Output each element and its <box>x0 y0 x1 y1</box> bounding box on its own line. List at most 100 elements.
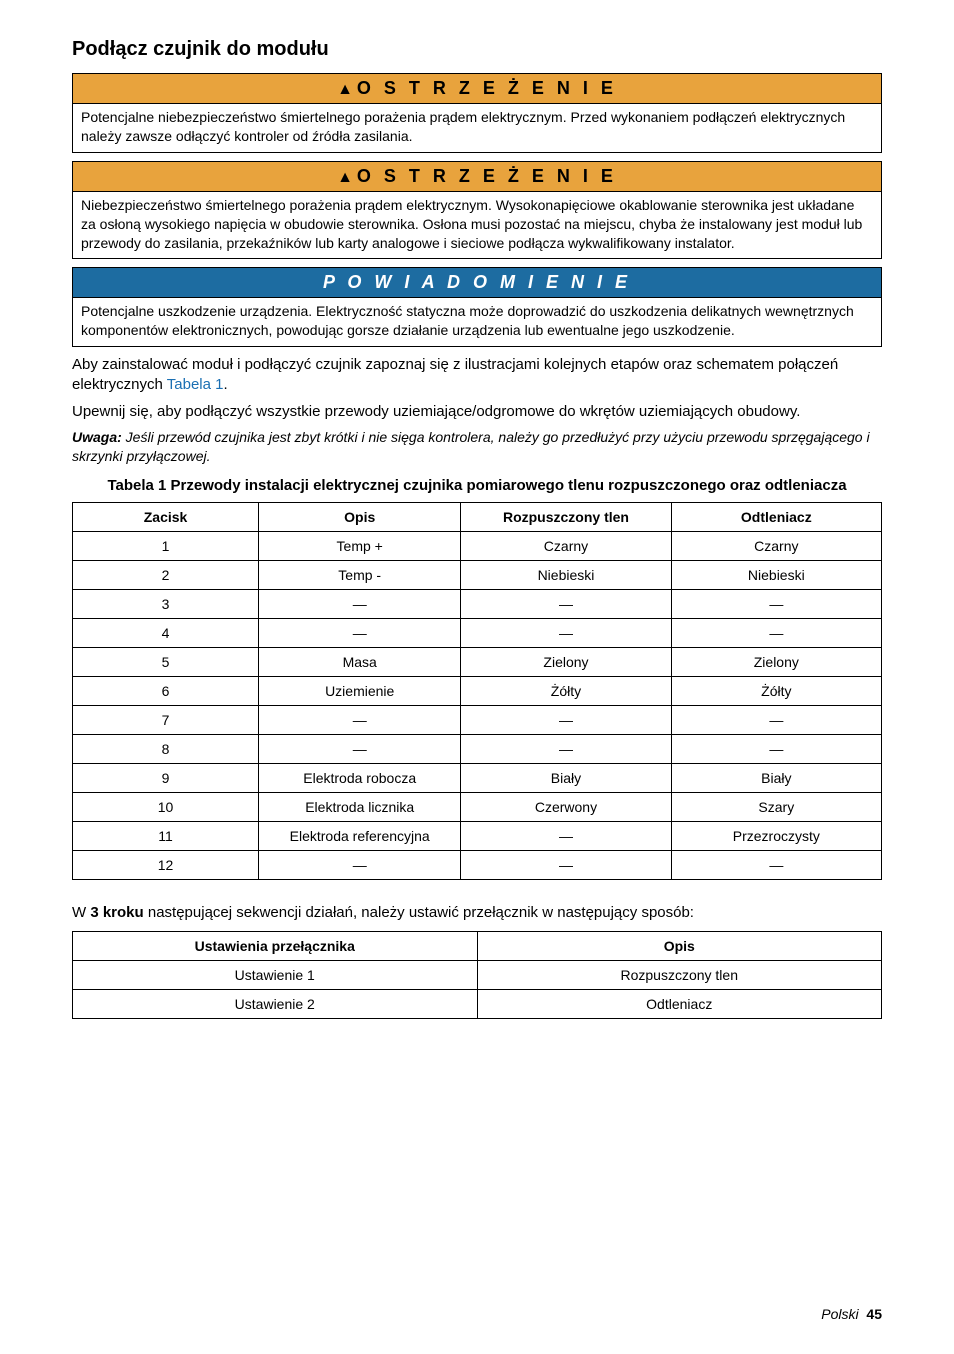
footer-language: Polski <box>821 1306 858 1322</box>
table-header-cell: Zacisk <box>73 503 259 532</box>
table-cell: — <box>461 619 671 648</box>
table-cell: 2 <box>73 561 259 590</box>
table-header-cell: Opis <box>259 503 461 532</box>
table1-caption: Tabela 1 Przewody instalacji elektryczne… <box>72 476 882 496</box>
table-cell: 10 <box>73 793 259 822</box>
table-cell: — <box>461 851 671 880</box>
table-cell: Przezroczysty <box>671 822 881 851</box>
table-cell: Elektroda licznika <box>259 793 461 822</box>
footer-page-number: 45 <box>866 1306 882 1322</box>
warning-body-2: Niebezpieczeństwo śmiertelnego porażenia… <box>73 191 881 259</box>
table-cell: — <box>259 590 461 619</box>
table-cell: 11 <box>73 822 259 851</box>
table-cell: 1 <box>73 532 259 561</box>
table-cell: Temp + <box>259 532 461 561</box>
table-cell: Uziemienie <box>259 677 461 706</box>
table-1: ZaciskOpisRozpuszczony tlenOdtleniacz1Te… <box>72 502 882 880</box>
warning-header-1: ▲O S T R Z E Ż E N I E <box>73 74 881 103</box>
table-header-cell: Rozpuszczony tlen <box>461 503 671 532</box>
table-row: 9Elektroda roboczaBiałyBiały <box>73 764 882 793</box>
table-cell: 5 <box>73 648 259 677</box>
table-cell: — <box>259 619 461 648</box>
warning-icon: ▲ <box>337 169 353 186</box>
table-cell: — <box>259 735 461 764</box>
table-cell: — <box>671 619 881 648</box>
page-footer: Polski 45 <box>821 1306 882 1322</box>
table-row: 4——— <box>73 619 882 648</box>
table-cell: 12 <box>73 851 259 880</box>
warning-header-text-1: O S T R Z E Ż E N I E <box>357 78 617 98</box>
paragraph-1: Aby zainstalować moduł i podłączyć czujn… <box>72 355 882 396</box>
notice-header-text: P O W I A D O M I E N I E <box>323 272 631 292</box>
table-cell: — <box>671 735 881 764</box>
table-cell: — <box>671 706 881 735</box>
table-cell: — <box>671 851 881 880</box>
table-header-cell: Odtleniacz <box>671 503 881 532</box>
section-heading: Podłącz czujnik do modułu <box>72 38 882 61</box>
table-cell: Zielony <box>461 648 671 677</box>
table-cell: Masa <box>259 648 461 677</box>
table-cell: Czarny <box>671 532 881 561</box>
table-cell: Żółty <box>671 677 881 706</box>
table-cell: — <box>671 590 881 619</box>
table-header-cell: Ustawienia przełącznika <box>73 932 478 961</box>
table-row: 6UziemienieŻółtyŻółty <box>73 677 882 706</box>
table-cell: 4 <box>73 619 259 648</box>
table-row: 7——— <box>73 706 882 735</box>
table-row: 10Elektroda licznikaCzerwonySzary <box>73 793 882 822</box>
note-label: Uwaga: <box>72 429 122 445</box>
warning-box-2: ▲O S T R Z E Ż E N I E Niebezpieczeństwo… <box>72 161 882 260</box>
warning-icon: ▲ <box>337 81 353 98</box>
table-cell: 6 <box>73 677 259 706</box>
table-row: 1Temp +CzarnyCzarny <box>73 532 882 561</box>
table-cell: — <box>461 822 671 851</box>
table-cell: — <box>461 735 671 764</box>
table-row: 3——— <box>73 590 882 619</box>
step-3-text: W 3 kroku następującej sekwencji działań… <box>72 904 882 921</box>
warning-body-1: Potencjalne niebezpieczeństwo śmiertelne… <box>73 103 881 152</box>
step-bold: 3 kroku <box>90 904 143 921</box>
table-cell: Odtleniacz <box>477 990 882 1019</box>
table-cell: Zielony <box>671 648 881 677</box>
table-header-cell: Opis <box>477 932 882 961</box>
warning-header-text-2: O S T R Z E Ż E N I E <box>357 166 617 186</box>
warning-box-1: ▲O S T R Z E Ż E N I E Potencjalne niebe… <box>72 73 882 153</box>
table-cell: Żółty <box>461 677 671 706</box>
table-cell: Rozpuszczony tlen <box>477 961 882 990</box>
note: Uwaga: Jeśli przewód czujnika jest zbyt … <box>72 428 882 466</box>
table-cell: — <box>259 851 461 880</box>
paragraph-2: Upewnij się, aby podłączyć wszystkie prz… <box>72 402 882 422</box>
table-cell: 8 <box>73 735 259 764</box>
table-cell: Ustawienie 1 <box>73 961 478 990</box>
table-cell: 9 <box>73 764 259 793</box>
table-cell: Biały <box>461 764 671 793</box>
link-tabela-1[interactable]: Tabela 1 <box>167 376 224 393</box>
table-cell: Czarny <box>461 532 671 561</box>
table-2: Ustawienia przełącznikaOpisUstawienie 1R… <box>72 931 882 1019</box>
table-cell: 3 <box>73 590 259 619</box>
table-cell: Niebieski <box>461 561 671 590</box>
table-row: 8——— <box>73 735 882 764</box>
table-cell: — <box>259 706 461 735</box>
notice-header: P O W I A D O M I E N I E <box>73 268 881 297</box>
table-cell: — <box>461 590 671 619</box>
table-cell: Elektroda referencyjna <box>259 822 461 851</box>
table-row: 2Temp -NiebieskiNiebieski <box>73 561 882 590</box>
table-row: 5MasaZielonyZielony <box>73 648 882 677</box>
table-cell: Elektroda robocza <box>259 764 461 793</box>
notice-body: Potencjalne uszkodzenie urządzenia. Elek… <box>73 297 881 346</box>
table-row: 12——— <box>73 851 882 880</box>
table-cell: Szary <box>671 793 881 822</box>
table-cell: — <box>461 706 671 735</box>
table-cell: Niebieski <box>671 561 881 590</box>
notice-box: P O W I A D O M I E N I E Potencjalne us… <box>72 267 882 347</box>
table-cell: Czerwony <box>461 793 671 822</box>
step-b: następującej sekwencji działań, należy u… <box>144 904 694 921</box>
table-row: 11Elektroda referencyjna—Przezroczysty <box>73 822 882 851</box>
table-cell: Temp - <box>259 561 461 590</box>
warning-header-2: ▲O S T R Z E Ż E N I E <box>73 162 881 191</box>
note-body: Jeśli przewód czujnika jest zbyt krótki … <box>72 429 870 464</box>
table-row: Ustawienie 1Rozpuszczony tlen <box>73 961 882 990</box>
table-cell: Ustawienie 2 <box>73 990 478 1019</box>
step-a: W <box>72 904 90 921</box>
